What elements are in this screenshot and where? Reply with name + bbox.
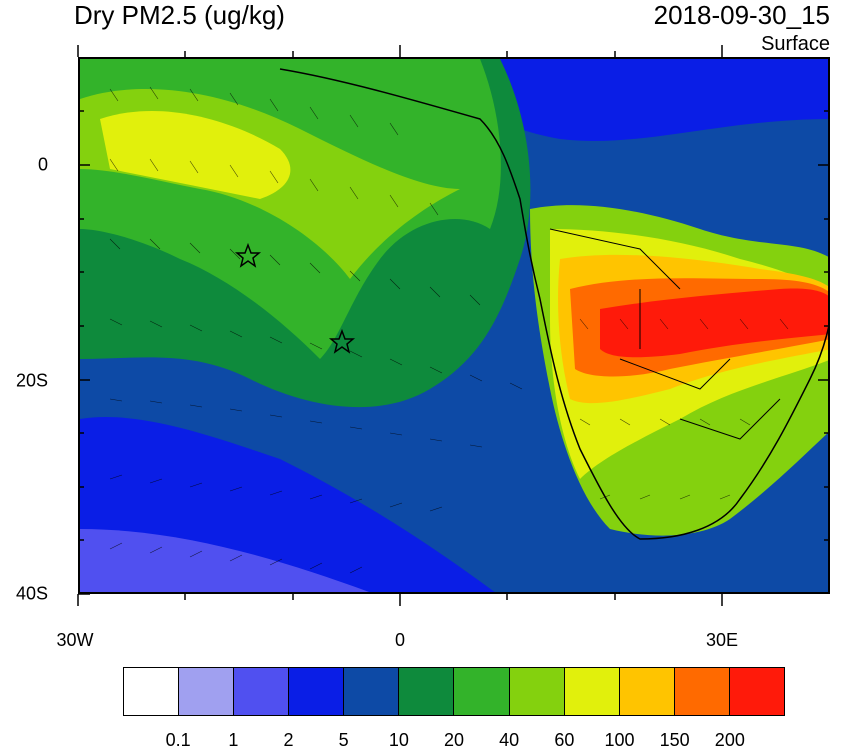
star-marker <box>234 242 262 268</box>
map-panel <box>78 57 830 594</box>
colorbar-label: 150 <box>659 730 690 750</box>
africa-coastline <box>279 68 828 540</box>
colorbar-label: 40 <box>499 730 520 750</box>
y-axis-label: 0 <box>37 154 48 175</box>
colorbar-swatch <box>729 668 784 715</box>
level-label: Surface <box>761 33 830 55</box>
x-axis-label: 30E <box>705 630 739 650</box>
colorbar-swatch <box>509 668 565 715</box>
y-axis-label: 20S <box>15 370 48 391</box>
colorbar-swatch <box>619 668 675 715</box>
smoke-red-core <box>600 288 828 358</box>
x-axis-label: 30W <box>56 630 94 650</box>
colorbar-label: 60 <box>554 730 575 750</box>
y-axis-label: 40S <box>15 583 48 604</box>
star-marker <box>328 328 356 354</box>
colorbar-swatch <box>399 668 455 715</box>
colorbar-label: 1 <box>228 730 239 750</box>
colorbar-label: 2 <box>283 730 294 750</box>
colorbar-swatch <box>674 668 730 715</box>
colorbar-label: 0.1 <box>165 730 191 750</box>
colorbar-label: 200 <box>714 730 745 750</box>
colorbar-label: 100 <box>604 730 635 750</box>
colorbar-swatch <box>289 668 345 715</box>
colorbar-label: 20 <box>443 730 465 750</box>
colorbar-swatch <box>234 668 290 715</box>
map-title: Dry PM2.5 (ug/kg) <box>74 0 285 30</box>
wind-barbs <box>109 86 789 574</box>
datetime-label: 2018-09-30_15 <box>653 0 830 30</box>
colorbar-swatch <box>564 668 620 715</box>
very-low-aerosol-region <box>80 529 370 592</box>
plume-yellow <box>100 110 291 199</box>
x-axis-label: 0 <box>394 630 406 650</box>
colorbar-swatch <box>344 668 400 715</box>
country-borders <box>549 228 781 440</box>
colorbar-swatch <box>124 668 180 715</box>
colorbar-swatch <box>179 668 235 715</box>
map-canvas <box>80 59 828 592</box>
colorbar <box>123 667 785 716</box>
colorbar-swatch <box>454 668 510 715</box>
colorbar-label: 5 <box>338 730 349 750</box>
colorbar-label: 10 <box>388 730 409 750</box>
